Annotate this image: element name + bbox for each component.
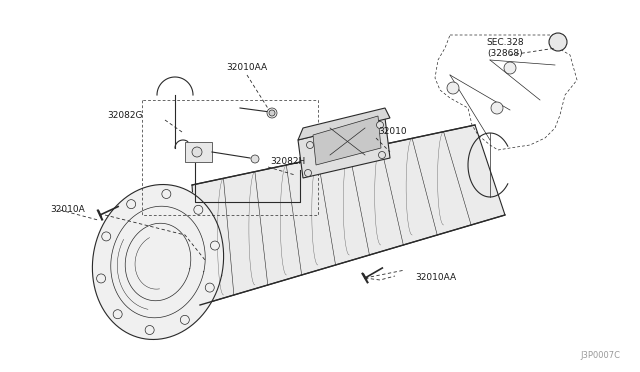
Circle shape	[102, 232, 111, 241]
Circle shape	[127, 200, 136, 209]
Circle shape	[504, 62, 516, 74]
Polygon shape	[298, 118, 390, 178]
Circle shape	[305, 170, 312, 176]
Circle shape	[251, 155, 259, 163]
Text: J3P0007C: J3P0007C	[580, 351, 620, 360]
Circle shape	[192, 147, 202, 157]
Text: 32010AA: 32010AA	[415, 273, 456, 282]
Text: 32010: 32010	[378, 128, 406, 137]
Circle shape	[194, 205, 203, 214]
Circle shape	[97, 274, 106, 283]
Circle shape	[267, 108, 277, 118]
Polygon shape	[298, 108, 390, 140]
Polygon shape	[313, 116, 381, 165]
Text: 32010A: 32010A	[50, 205, 84, 215]
Circle shape	[162, 189, 171, 199]
Polygon shape	[92, 185, 223, 340]
Circle shape	[378, 151, 385, 158]
Circle shape	[447, 82, 459, 94]
Circle shape	[269, 110, 275, 116]
Circle shape	[307, 141, 314, 148]
Circle shape	[180, 315, 189, 324]
Text: 32010AA: 32010AA	[227, 64, 268, 73]
Text: 32082H: 32082H	[270, 157, 305, 167]
Text: SEC.328
(32868): SEC.328 (32868)	[486, 38, 524, 58]
Circle shape	[205, 283, 214, 292]
Circle shape	[376, 122, 383, 128]
Circle shape	[211, 241, 220, 250]
Circle shape	[113, 310, 122, 319]
Polygon shape	[192, 125, 505, 305]
Text: 32082G: 32082G	[108, 110, 143, 119]
Circle shape	[549, 33, 567, 51]
Circle shape	[145, 326, 154, 334]
Polygon shape	[185, 142, 212, 162]
Circle shape	[491, 102, 503, 114]
